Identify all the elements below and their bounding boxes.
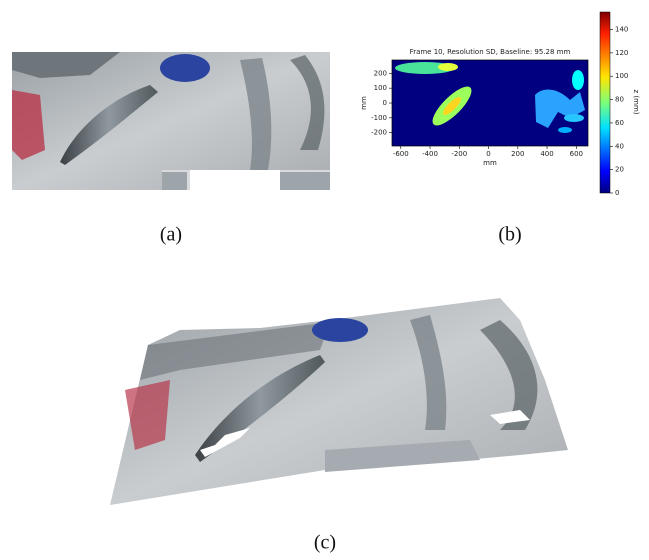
x-axis-label: mm bbox=[483, 159, 497, 167]
x-tick-label: 600 bbox=[570, 150, 583, 158]
colorbar-tick-label: 20 bbox=[615, 166, 624, 174]
y-axis-label: mm bbox=[360, 96, 368, 110]
render-c bbox=[110, 298, 568, 505]
x-tick-label: 400 bbox=[540, 150, 553, 158]
y-tick-label: -100 bbox=[371, 114, 387, 122]
panel-label: (a) bbox=[160, 224, 182, 246]
colorbar-label: z (mm) bbox=[632, 90, 640, 115]
colorbar bbox=[600, 12, 610, 193]
photo-a bbox=[12, 52, 330, 190]
y-tick-label: 100 bbox=[374, 84, 387, 92]
heatmap bbox=[392, 60, 588, 146]
x-tick-label: -600 bbox=[393, 150, 409, 158]
y-tick-label: -200 bbox=[371, 129, 387, 137]
figure: (a) Frame 10, Resolution SD, Baseline: 9… bbox=[0, 0, 649, 555]
colorbar-tick-label: 40 bbox=[615, 142, 624, 150]
colorbar-tick-label: 100 bbox=[615, 72, 628, 80]
y-tick-label: 200 bbox=[374, 69, 387, 77]
panel-label: (b) bbox=[498, 224, 521, 246]
colorbar-tick-label: 120 bbox=[615, 49, 628, 57]
x-tick-label: 0 bbox=[486, 150, 490, 158]
x-tick-label: -400 bbox=[422, 150, 438, 158]
colorbar-tick-label: 80 bbox=[615, 96, 624, 104]
y-tick-label: 0 bbox=[383, 99, 387, 107]
colorbar-tick-label: 0 bbox=[615, 189, 619, 197]
chart-title: Frame 10, Resolution SD, Baseline: 95.28… bbox=[410, 48, 571, 56]
panel-label: (c) bbox=[314, 532, 336, 554]
x-tick-label: 200 bbox=[511, 150, 524, 158]
colorbar-tick-label: 140 bbox=[615, 26, 628, 34]
colorbar-tick-label: 60 bbox=[615, 119, 624, 127]
x-tick-label: -200 bbox=[451, 150, 467, 158]
